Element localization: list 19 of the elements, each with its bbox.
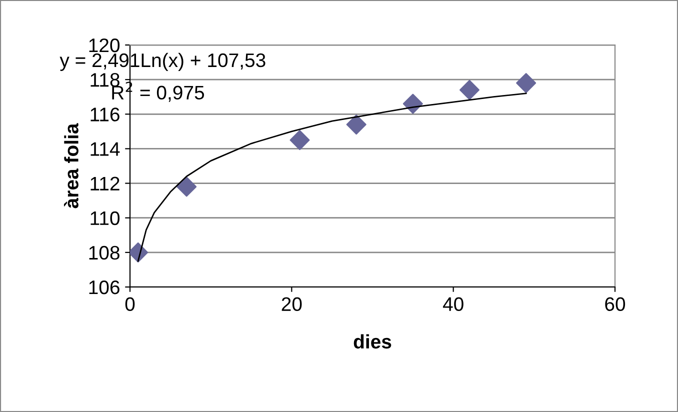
y-tick-label: 110 xyxy=(90,211,120,226)
y-axis-title: àrea folia xyxy=(64,123,78,208)
x-tick-label: 0 xyxy=(125,297,135,312)
y-tick-label: 106 xyxy=(89,280,120,294)
x-tick-label: 20 xyxy=(282,297,302,312)
y-tick-label: 114 xyxy=(90,142,120,156)
point xyxy=(459,80,480,100)
y-tick-label: 116 xyxy=(90,108,120,122)
point xyxy=(516,73,536,94)
x-axis-title: dies xyxy=(354,334,392,349)
y-tick-label: 108 xyxy=(89,246,120,260)
y-tick-label: 120 xyxy=(89,38,120,52)
point xyxy=(290,130,310,150)
point xyxy=(346,114,366,135)
point xyxy=(176,176,197,197)
x-tick-label: 40 xyxy=(442,297,464,312)
point xyxy=(402,94,423,114)
y-tick-label: 112 xyxy=(90,176,120,190)
x-tick-label: 60 xyxy=(605,297,626,312)
